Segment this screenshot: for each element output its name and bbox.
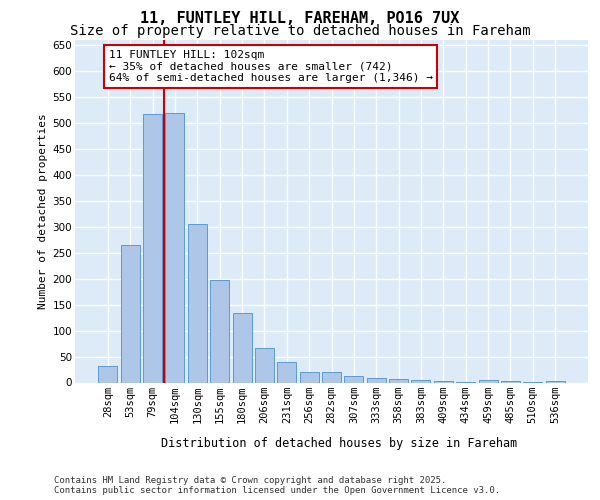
Bar — [322, 372, 341, 382]
Bar — [210, 280, 229, 382]
Bar — [389, 379, 408, 382]
Bar — [166, 112, 184, 382]
Text: Contains HM Land Registry data © Crown copyright and database right 2025.
Contai: Contains HM Land Registry data © Crown c… — [54, 476, 500, 495]
Bar — [299, 372, 319, 382]
Bar — [98, 366, 118, 382]
Text: Distribution of detached houses by size in Fareham: Distribution of detached houses by size … — [161, 438, 517, 450]
Bar — [188, 224, 207, 382]
Bar — [233, 314, 251, 382]
Bar — [545, 381, 565, 382]
Text: 11, FUNTLEY HILL, FAREHAM, PO16 7UX: 11, FUNTLEY HILL, FAREHAM, PO16 7UX — [140, 11, 460, 26]
Bar — [277, 362, 296, 382]
Bar — [255, 348, 274, 382]
Text: 11 FUNTLEY HILL: 102sqm
← 35% of detached houses are smaller (742)
64% of semi-d: 11 FUNTLEY HILL: 102sqm ← 35% of detache… — [109, 50, 433, 83]
Bar — [412, 380, 430, 382]
Bar — [143, 114, 162, 382]
Bar — [367, 378, 386, 382]
Y-axis label: Number of detached properties: Number of detached properties — [38, 114, 49, 309]
Bar — [121, 245, 140, 382]
Bar — [344, 376, 364, 382]
Text: Size of property relative to detached houses in Fareham: Size of property relative to detached ho… — [70, 24, 530, 38]
Bar — [479, 380, 497, 382]
